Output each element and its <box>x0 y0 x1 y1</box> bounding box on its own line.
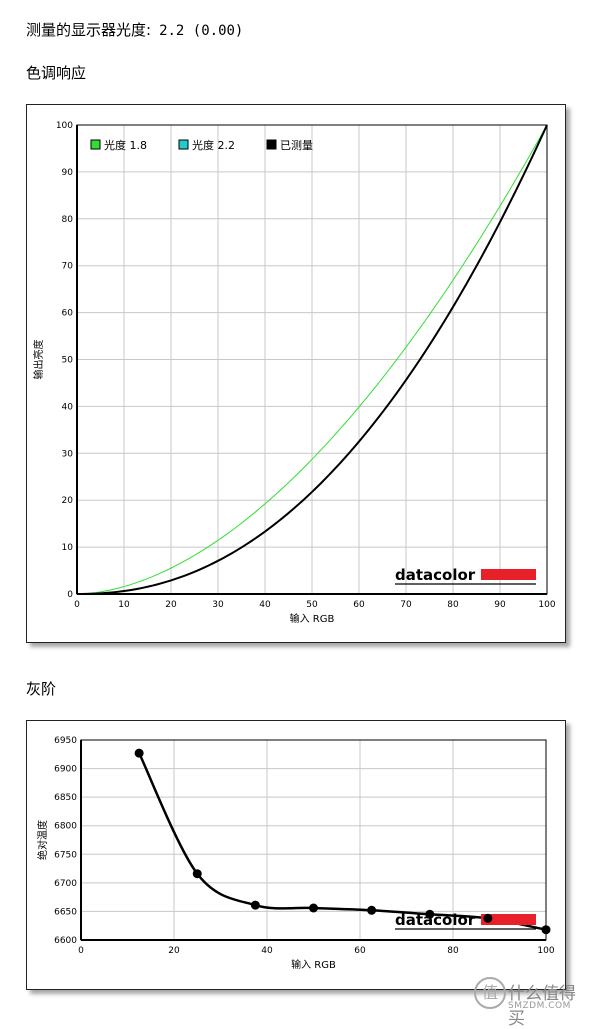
x-tick-label: 0 <box>78 946 84 956</box>
y-tick-label: 6700 <box>54 879 77 889</box>
datacolor-logo-text: datacolor <box>395 566 476 584</box>
watermark: 值 什么值得买 SMZDM.COM <box>470 975 588 1029</box>
y-tick-label: 60 <box>62 309 74 319</box>
y-tick-label: 80 <box>62 215 74 225</box>
x-tick-label: 100 <box>538 600 555 610</box>
y-tick-label: 6600 <box>54 936 77 946</box>
legend-swatch <box>178 139 189 150</box>
gamma-value: 2.2 (0.00) <box>159 23 244 39</box>
data-point <box>425 909 435 919</box>
y-tick-label: 30 <box>62 449 74 459</box>
y-tick-label: 20 <box>62 496 74 506</box>
datacolor-logo-text: datacolor <box>395 911 476 929</box>
legend-label: 光度 2.2 <box>192 138 235 152</box>
legend-label: 已测量 <box>280 139 313 152</box>
x-tick-label: 40 <box>261 946 273 956</box>
x-tick-label: 90 <box>494 600 506 610</box>
legend-label: 光度 1.8 <box>104 138 147 152</box>
x-axis-title: 输入 RGB <box>290 612 335 625</box>
x-tick-label: 0 <box>74 600 80 610</box>
x-tick-label: 60 <box>353 600 365 610</box>
data-point <box>309 903 318 913</box>
x-tick-label: 80 <box>447 600 459 610</box>
x-tick-label: 80 <box>447 946 459 956</box>
gamma-label: 测量的显示器光度: <box>26 21 152 39</box>
x-tick-label: 60 <box>354 946 366 956</box>
data-point <box>134 748 144 758</box>
data-point <box>541 925 551 935</box>
grayscale-chart: 0 20 40 60 80 100 6600 6650 6700 6750 6800 6850 6900… <box>36 736 555 971</box>
tone-response-chart: 0 10 20 30 40 50 60 70 80 90 100 0 10 20 30 40 50 60 70 80 9… <box>32 121 556 625</box>
temperature-line <box>137 752 547 931</box>
y-tick-label: 40 <box>62 402 74 412</box>
watermark-sub: SMZDM.COM <box>508 1001 571 1011</box>
x-tick-label: 50 <box>306 600 318 610</box>
y-tick-label: 6950 <box>54 736 77 746</box>
y-tick-label: 6800 <box>54 822 77 832</box>
watermark-badge-icon: 值 <box>474 977 506 1009</box>
y-tick-label: 90 <box>62 168 74 178</box>
datacolor-logo-bar <box>481 569 536 580</box>
data-point <box>250 900 260 910</box>
y-axis-title: 输出亮度 <box>32 340 45 380</box>
y-tick-label: 50 <box>62 356 74 366</box>
y-tick-label: 6900 <box>54 765 77 775</box>
y-tick-label: 6750 <box>54 850 77 860</box>
x-tick-label: 30 <box>212 600 224 610</box>
series-line <box>76 124 548 595</box>
grayscale-title: 灰阶 <box>26 680 57 698</box>
tone-response-title: 色调响应 <box>26 64 87 82</box>
y-tick-label: 10 <box>62 543 74 553</box>
y-tick-label: 100 <box>56 121 73 131</box>
y-tick-label: 6650 <box>54 907 77 917</box>
gamma-readout: 测量的显示器光度: 2.2 (0.00) <box>26 19 243 40</box>
x-tick-label: 10 <box>118 600 130 610</box>
x-tick-label: 40 <box>259 600 271 610</box>
series-line <box>76 124 548 595</box>
x-tick-label: 20 <box>165 600 177 610</box>
grayscale-panel: 0 20 40 60 80 100 6600 6650 6700 6750 6800 6850 6900… <box>26 720 566 990</box>
tone-response-panel: 0 10 20 30 40 50 60 70 80 90 100 0 10 20 30 40 50 60 70 80 9… <box>26 104 566 643</box>
y-tick-label: 70 <box>62 262 74 272</box>
y-tick-label: 0 <box>67 590 73 600</box>
x-tick-label: 70 <box>400 600 412 610</box>
y-axis-title: 绝对温度 <box>36 820 49 860</box>
data-point <box>192 869 202 879</box>
x-tick-label: 20 <box>168 946 180 956</box>
x-axis-title: 输入 RGB <box>291 958 336 971</box>
legend-swatch <box>266 139 277 150</box>
x-tick-label: 100 <box>537 946 554 956</box>
data-point <box>483 913 493 923</box>
datacolor-logo-bar <box>481 914 536 925</box>
data-point <box>367 905 377 915</box>
y-tick-label: 6850 <box>54 793 77 803</box>
legend-swatch <box>90 139 101 150</box>
